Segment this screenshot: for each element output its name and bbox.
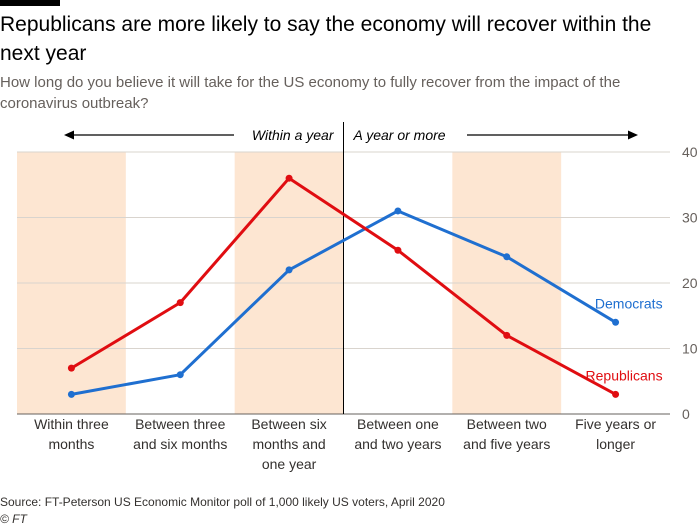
democrats-point bbox=[503, 253, 511, 261]
democrats-point bbox=[612, 318, 620, 326]
republicans-point bbox=[176, 299, 184, 307]
republicans-line bbox=[70, 176, 617, 396]
x-category-label: Between two bbox=[467, 416, 547, 432]
x-category-label: Between six bbox=[251, 416, 326, 432]
top-rule bbox=[0, 0, 60, 6]
republicans-point bbox=[67, 364, 75, 372]
arrow-right-icon bbox=[628, 130, 638, 140]
y-tick-label: 10 bbox=[682, 341, 698, 357]
y-tick-label: 30 bbox=[682, 210, 698, 226]
x-category-label: months bbox=[48, 436, 94, 452]
democrats-point bbox=[394, 207, 402, 215]
x-category-label: and five years bbox=[463, 436, 550, 452]
arrow-left-icon bbox=[64, 130, 74, 140]
republicans-series-label: Republicans bbox=[586, 367, 663, 383]
x-category-label: longer bbox=[596, 436, 635, 452]
democrats-series-label: Democrats bbox=[595, 295, 663, 311]
x-category-label: one year bbox=[262, 456, 317, 472]
republicans-point bbox=[503, 331, 511, 339]
chart-title: Republicans are more likely to say the e… bbox=[0, 13, 652, 65]
annotation-within-year: Within a year bbox=[252, 127, 335, 143]
annotation-year-or-more: A year or more bbox=[353, 127, 446, 143]
chart-subtitle: How long do you believe it will take for… bbox=[0, 74, 621, 112]
x-category-label: Five years or bbox=[575, 416, 656, 432]
x-category-label: Within three bbox=[34, 416, 109, 432]
x-category-label: Between three bbox=[135, 416, 225, 432]
democrats-line bbox=[71, 209, 617, 396]
x-category-label: Between one bbox=[357, 416, 439, 432]
republicans-point bbox=[394, 246, 402, 254]
democrats-point bbox=[176, 371, 184, 379]
republicans-point bbox=[612, 390, 620, 398]
y-tick-label: 40 bbox=[682, 144, 698, 160]
credit-note: © FT bbox=[0, 512, 27, 526]
x-category-label: and six months bbox=[133, 436, 227, 452]
x-category-label: months and bbox=[252, 436, 325, 452]
democrats-point bbox=[285, 266, 293, 274]
y-tick-label: 20 bbox=[682, 275, 698, 291]
republicans-point bbox=[285, 174, 293, 182]
x-category-label: and two years bbox=[354, 436, 441, 452]
source-note: Source: FT-Peterson US Economic Monitor … bbox=[0, 495, 445, 509]
democrats-point bbox=[67, 390, 75, 398]
y-tick-label: 0 bbox=[682, 406, 690, 422]
